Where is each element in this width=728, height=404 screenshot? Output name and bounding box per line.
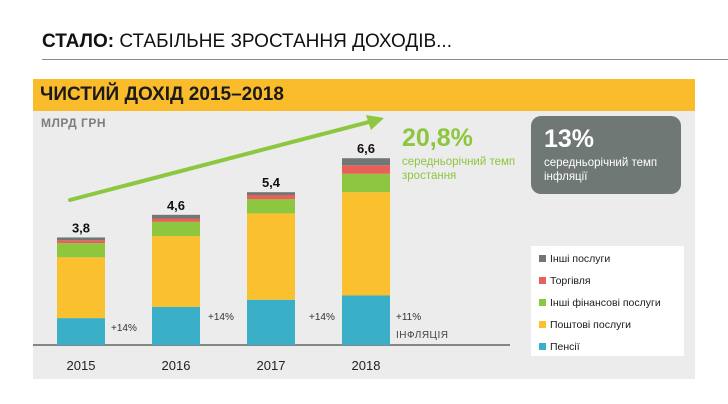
legend-label: Торгівля [550, 275, 591, 287]
growth-rate-value: 20,8% [402, 124, 473, 152]
legend-swatch [539, 299, 546, 306]
legend-item: Пенсії [539, 341, 580, 353]
chart-legend: Інші послуги Торгівля Інші фінансові послу… [531, 246, 684, 356]
legend-item: Інші послуги [539, 253, 610, 265]
legend-swatch [539, 255, 546, 262]
inflation-rate-value: 13% [544, 125, 595, 153]
headline-divider [42, 59, 728, 60]
legend-swatch [539, 343, 546, 350]
bar-total-label: 3,8 [72, 220, 90, 235]
legend-label: Поштові послуги [550, 319, 632, 331]
bar-segment [247, 192, 295, 196]
bar-segment [247, 195, 295, 200]
bar-segment [247, 199, 295, 214]
bar-segment [247, 213, 295, 300]
legend-swatch [539, 277, 546, 284]
trend-arrow-line [68, 119, 374, 202]
inflation-callout [531, 116, 681, 194]
bar-segment [152, 236, 200, 307]
x-tick-label: 2017 [257, 358, 286, 373]
growth-annotation: +14% [208, 312, 234, 323]
trend-arrow-head [366, 115, 384, 130]
growth-annotation: +14% [309, 312, 335, 323]
bar-segment [342, 295, 390, 345]
chart-unit-label: МЛРД ГРН [41, 116, 107, 130]
bar-segment [342, 192, 390, 296]
x-tick-label: 2018 [352, 358, 381, 373]
legend-swatch [539, 321, 546, 328]
legend-item: Інші фінансові послуги [539, 297, 661, 309]
legend-label: Інші фінансові послуги [550, 297, 661, 309]
growth-annotation: +11% [396, 312, 421, 323]
legend-label: Інші послуги [550, 253, 611, 265]
bar-segment [342, 158, 390, 166]
chart-title: ЧИСТИЙ ДОХІД 2015–2018 [40, 84, 284, 105]
x-tick-label: 2016 [162, 358, 191, 373]
page-headline: СТАЛО: СТАБІЛЬНЕ ЗРОСТАННЯ ДОХОДІВ... [42, 31, 452, 53]
bar-segment [152, 306, 200, 345]
bar-segment [247, 299, 295, 345]
growth-annotation: +14% [111, 323, 137, 334]
bar-segment [57, 237, 105, 241]
bar-segment [57, 318, 105, 345]
legend-item: Торгівля [539, 275, 591, 287]
growth-rate-label: середньорічний темп зростання [402, 156, 516, 182]
bar-total-label: 5,4 [262, 175, 281, 190]
bar-segment [152, 218, 200, 222]
chart-banner [33, 79, 695, 111]
inflation-rate-label: середньорічний темп інфляції [544, 157, 658, 183]
bar-segment [57, 243, 105, 258]
bar-segment [152, 221, 200, 237]
headline-rest: СТАБІЛЬНЕ ЗРОСТАННЯ ДОХОДІВ... [114, 31, 452, 52]
bar-segment [57, 257, 105, 319]
bar-segment [342, 173, 390, 193]
x-tick-label: 2015 [67, 358, 96, 373]
bar-segment [57, 240, 105, 244]
legend-label: Пенсії [550, 341, 580, 353]
bar-segment [152, 214, 200, 219]
bar-total-label: 4,6 [167, 198, 185, 213]
bar-segment [342, 165, 390, 174]
headline-bold: СТАЛО: [42, 31, 115, 52]
bar-total-label: 6,6 [357, 141, 375, 156]
inflation-caption: ІНФЛЯЦІЯ [396, 330, 448, 341]
legend-item: Поштові послуги [539, 319, 631, 331]
